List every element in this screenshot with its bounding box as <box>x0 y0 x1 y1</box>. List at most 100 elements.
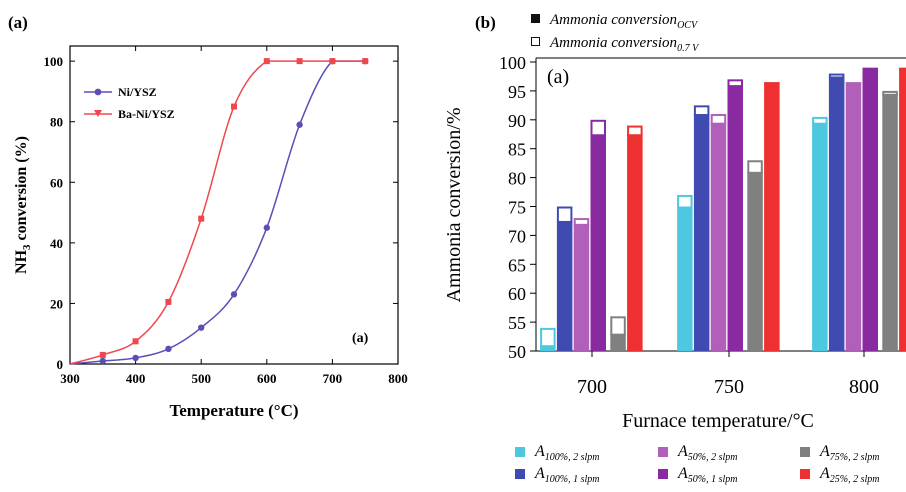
panel-b-x-axis-label: Furnace temperature/°C <box>622 410 814 432</box>
bar-ocv-100-2-slpm-800 <box>812 122 828 351</box>
panel-a-x-ticks: 300 400 500 600 700 800 <box>60 46 408 386</box>
legend-label-50-1-slpm: A50%, 1 slpm <box>677 465 738 485</box>
b-y-tick-label: 65 <box>508 255 526 275</box>
a-y-tick-label: 0 <box>57 357 64 372</box>
bar-ocv-50-2-slpm-750 <box>710 122 727 351</box>
a-x-tick-label: 700 <box>323 371 343 386</box>
legend-marker-ni-ysz <box>94 88 102 96</box>
bar-ocv-25-2-slpm-750 <box>764 82 780 351</box>
legend-open-square <box>531 37 540 46</box>
b-y-tick-label: 60 <box>508 284 526 304</box>
bar-ocv-75-2-slpm-800 <box>882 93 898 351</box>
bar-ocv-25-2-slpm-800 <box>899 67 906 351</box>
bar-ocv-50-1-slpm-750 <box>727 85 743 352</box>
bar-07v-75-2-slpm-750 <box>747 160 763 174</box>
point-ni-ysz <box>230 291 238 298</box>
b-y-tick-label: 75 <box>508 198 526 218</box>
b-y-tick-label: 50 <box>508 342 526 362</box>
point-ba-ni-ysz <box>132 338 139 345</box>
b-y-tick-label: 70 <box>508 226 526 246</box>
panel-b-y-ticks: 50 55 60 65 70 75 80 85 90 95 100 <box>499 53 536 362</box>
panel-a-tag: (a) <box>8 13 28 32</box>
point-ba-ni-ysz <box>165 298 172 305</box>
legend-label-25-2-slpm: A25%, 2 slpm <box>819 465 880 485</box>
bar-ocv-25-2-slpm-700 <box>627 134 643 351</box>
a-x-tick-label: 400 <box>126 371 146 386</box>
b-y-tick-label: 100 <box>499 53 526 73</box>
legend-swatch-100-1-slpm <box>515 469 525 479</box>
bar-07v-25-2-slpm-700 <box>627 125 643 137</box>
panel-b-tag: (b) <box>475 13 496 32</box>
b-x-tick-label: 750 <box>714 376 744 398</box>
bar-07v-50-1-slpm-700 <box>590 119 606 137</box>
legend-swatch-100-2-slpm <box>515 447 525 457</box>
legend-swatch-75-2-slpm <box>800 447 810 457</box>
point-ni-ysz <box>132 354 139 362</box>
bar-ocv-100-2-slpm-700 <box>540 345 556 351</box>
legend-label-50-2-slpm: A50%, 2 slpm <box>677 443 738 463</box>
a-x-tick-label: 800 <box>388 371 408 386</box>
panel-a-curves <box>69 60 366 365</box>
panel-a-y-axis-label: NH3 conversion (%) <box>13 136 33 274</box>
legend-07v-label: Ammonia conversion0.7 V <box>549 35 700 54</box>
b-y-tick-label: 85 <box>508 140 526 160</box>
panel-b-y-axis-label: Ammonia conversion/% <box>443 108 465 303</box>
point-ni-ysz <box>198 324 205 331</box>
bar-ocv-50-1-slpm-800 <box>862 67 878 351</box>
bar-07v-100-1-slpm-750 <box>693 105 710 117</box>
curve-ni-ysz <box>69 60 366 365</box>
panel-b: (b) Ammonia conversionOCV Ammonia conver… <box>443 12 906 485</box>
legend-swatch-25-2-slpm <box>800 469 810 479</box>
point-ba-ni-ysz <box>296 58 303 65</box>
point-ba-ni-ysz <box>99 351 106 358</box>
bar-ocv-100-1-slpm-700 <box>556 220 573 351</box>
bar-07v-75-2-slpm-700 <box>610 316 626 336</box>
panel-a-legend: Ni/YSZ Ba-Ni/YSZ <box>84 85 175 121</box>
point-ba-ni-ysz <box>231 103 237 110</box>
panel-a-points <box>99 57 369 365</box>
panel-a: (a) 0 20 40 60 80 100 300 400 500 600 700 800 Ni/Y… <box>8 13 408 420</box>
point-ba-ni-ysz <box>329 58 336 65</box>
bar-ocv-50-1-slpm-700 <box>590 134 606 351</box>
bar-07v-50-2-slpm-750 <box>710 114 727 125</box>
legend-ocv-label: Ammonia conversionOCV <box>549 12 699 31</box>
bar-ocv-50-2-slpm-800 <box>845 82 862 351</box>
bar-ocv-100-1-slpm-750 <box>693 114 710 352</box>
curve-ba-ni-ysz <box>69 60 366 365</box>
b-y-tick-label: 80 <box>508 169 526 189</box>
panel-a-plot-frame <box>69 45 399 365</box>
b-y-tick-label: 90 <box>508 111 526 131</box>
bar-07v-100-2-slpm-750 <box>677 194 693 209</box>
bar-07v-100-1-slpm-800 <box>828 73 845 79</box>
a-y-tick-label: 60 <box>50 175 63 190</box>
panel-b-inner-tag: (a) <box>547 66 569 88</box>
a-y-tick-label: 100 <box>44 54 64 69</box>
legend-marker-ba-ni-ysz <box>94 110 102 117</box>
point-ni-ysz <box>165 345 172 353</box>
point-ni-ysz <box>99 357 107 365</box>
point-ba-ni-ysz <box>263 58 270 65</box>
legend-swatch-50-2-slpm <box>658 447 668 457</box>
panel-b-series-legend: A100%, 2 slpm A50%, 2 slpm A75%, 2 slpm A10… <box>515 443 880 485</box>
bar-07v-100-2-slpm-800 <box>812 116 828 125</box>
a-y-tick-label: 40 <box>50 236 63 251</box>
a-y-tick-label: 20 <box>50 296 63 311</box>
bar-ocv-75-2-slpm-700 <box>610 333 626 351</box>
bar-ocv-100-2-slpm-750 <box>677 206 693 351</box>
b-y-tick-label: 55 <box>508 313 526 333</box>
legend-filled-square <box>531 14 540 23</box>
panel-b-x-ticks: 700 750 800 <box>577 351 879 398</box>
legend-swatch-50-1-slpm <box>658 469 668 479</box>
point-ba-ni-ysz <box>362 58 369 65</box>
point-ba-ni-ysz <box>198 215 205 222</box>
bar-07v-100-2-slpm-700 <box>540 327 556 348</box>
panel-b-bars <box>540 67 906 352</box>
b-x-tick-label: 700 <box>577 376 607 398</box>
panel-a-x-axis-label: Temperature (°C) <box>169 401 298 420</box>
a-x-tick-label: 300 <box>60 371 80 386</box>
point-ni-ysz <box>296 121 303 128</box>
legend-label-ba-ni-ysz: Ba-Ni/YSZ <box>118 107 175 121</box>
bar-ocv-100-1-slpm-800 <box>828 76 845 351</box>
legend-label-75-2-slpm: A75%, 2 slpm <box>819 443 880 463</box>
